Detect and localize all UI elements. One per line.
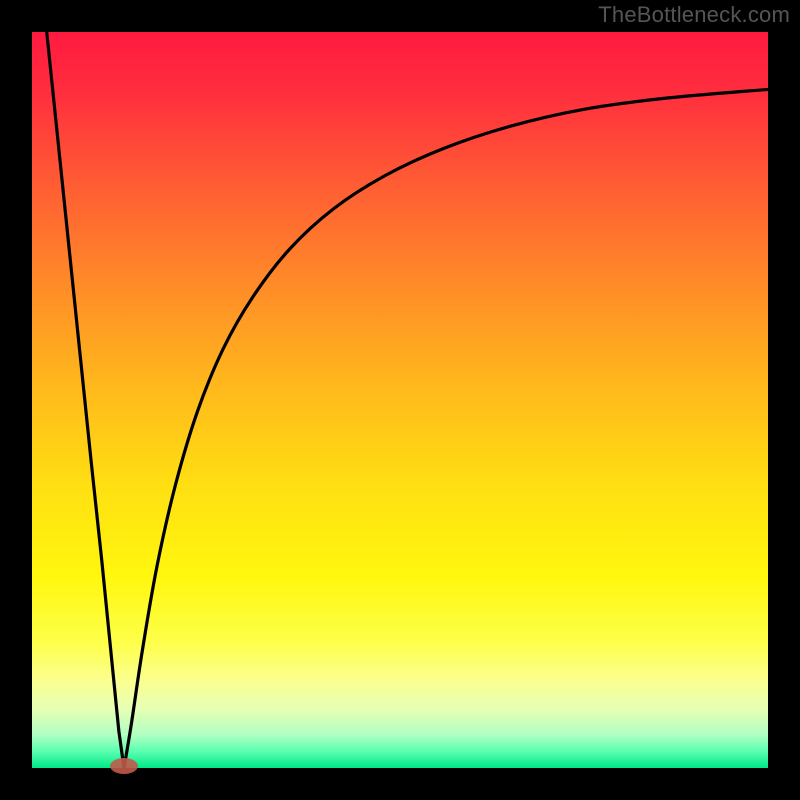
optimal-point-marker <box>110 758 138 774</box>
chart-svg <box>0 0 800 800</box>
watermark-text: TheBottleneck.com <box>598 2 790 28</box>
bottleneck-chart: TheBottleneck.com <box>0 0 800 800</box>
